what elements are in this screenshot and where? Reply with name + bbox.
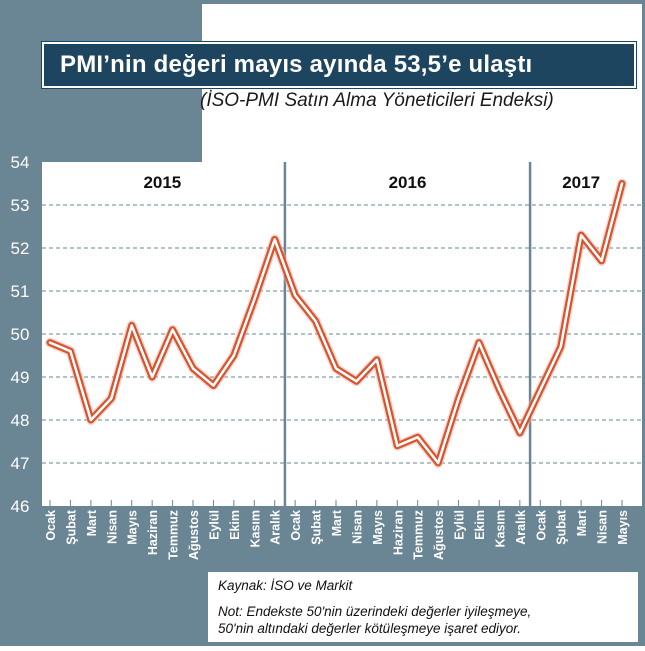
x-tick-label: Temmuz: [412, 510, 426, 560]
x-tick-label: Ağustos: [187, 510, 201, 560]
x-tick-label: Eylül: [207, 510, 221, 540]
y-tick-label: 47: [11, 454, 30, 473]
year-label: 2016: [389, 173, 427, 192]
x-tick-label: Kasım: [248, 510, 262, 548]
x-tick-label: Şubat: [310, 509, 324, 545]
x-tick-label: Nisan: [105, 510, 119, 544]
chart-subtitle: (İSO-PMI Satın Alma Yöneticileri Endeksi…: [200, 90, 554, 112]
x-tick-label: Şubat: [555, 509, 569, 545]
note-line-1: Not: Endekste 50'nin üzerindeki değerler…: [218, 604, 531, 619]
x-tick-label: Nisan: [596, 510, 610, 544]
x-tick-label: Mayıs: [616, 510, 630, 545]
x-tick-label: Mart: [575, 509, 589, 536]
chart-title-text: PMI’nin değeri mayıs ayında 53,5’e ulaşt…: [60, 51, 532, 79]
y-tick-label: 54: [11, 153, 30, 172]
x-tick-label: Ocak: [534, 510, 548, 541]
y-tick-label: 46: [11, 497, 30, 516]
x-tick-label: Mart: [85, 509, 99, 536]
x-tick-label: Ekim: [228, 510, 242, 540]
chart-title: PMI’nin değeri mayıs ayında 53,5’e ulaşt…: [42, 42, 636, 88]
x-tick-label: Kasım: [493, 510, 507, 548]
x-tick-label: Nisan: [350, 510, 364, 544]
footer-box: Kaynak: İSO ve Markit Not: Endekste 50'n…: [208, 572, 638, 642]
x-tick-label: Ocak: [44, 510, 58, 541]
x-tick-label: Mayıs: [126, 510, 140, 545]
x-tick-label: Temmuz: [167, 510, 181, 560]
y-tick-label: 53: [11, 196, 30, 215]
x-tick-label: Şubat: [64, 509, 78, 545]
source-text: Kaynak: İSO ve Markit: [218, 578, 352, 593]
x-tick-label: Aralık: [514, 510, 528, 545]
note-line-2: 50'nin altındaki değerler kötüleşmeye iş…: [218, 621, 521, 636]
year-label: 2017: [562, 173, 600, 192]
x-tick-label: Ekim: [473, 510, 487, 540]
x-tick-label: Eylül: [453, 510, 467, 540]
y-tick-label: 48: [11, 411, 30, 430]
y-axis-ticks: 46 47 48 49 50 51 52 53 54: [11, 153, 30, 516]
x-tick-label: Ağustos: [432, 510, 446, 560]
y-tick-label: 50: [11, 325, 30, 344]
x-tick-label: Haziran: [391, 510, 405, 555]
y-tick-label: 49: [11, 368, 30, 387]
x-tick-label: Ocak: [289, 510, 303, 541]
x-tick-label: Mayıs: [371, 510, 385, 545]
x-tick-label: Haziran: [146, 510, 160, 555]
year-label: 2015: [143, 173, 181, 192]
x-tick-label: Mart: [330, 509, 344, 536]
y-tick-label: 52: [11, 239, 30, 258]
y-tick-label: 51: [11, 282, 30, 301]
x-tick-label: Aralık: [269, 510, 283, 545]
